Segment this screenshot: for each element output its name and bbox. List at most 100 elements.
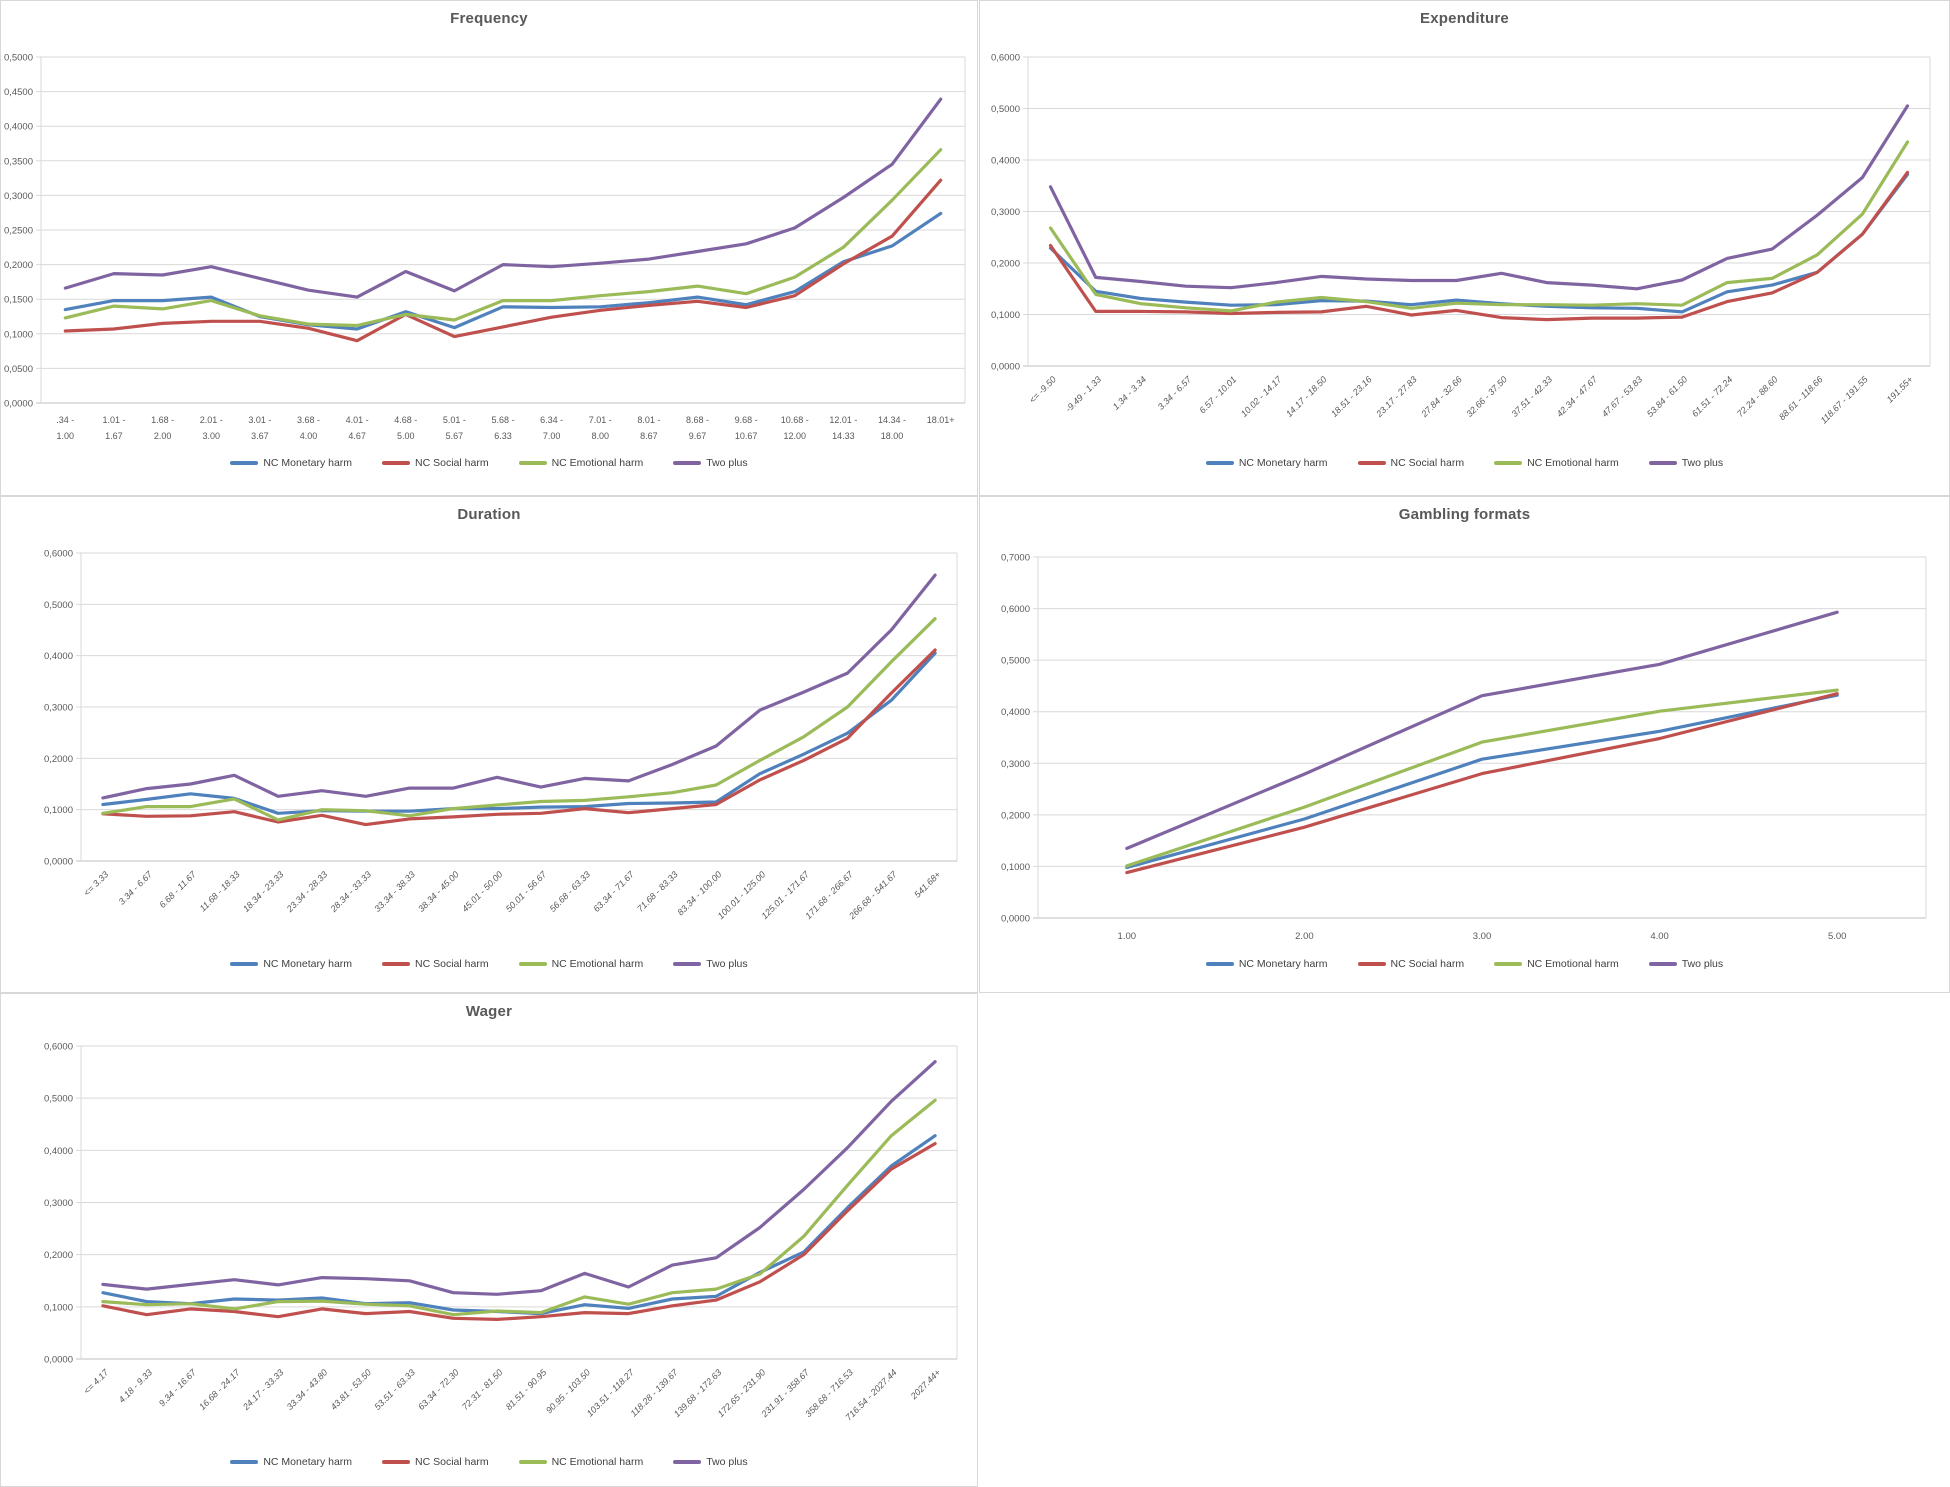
x-tick-label: 32.66 - 37.50 bbox=[1464, 374, 1509, 419]
x-axis-labels: .34 -1.00 1.01 -1.67 1.68 -2.00 2.01 -3.00 3… bbox=[56, 415, 954, 441]
legend-label: Two plus bbox=[1681, 457, 1724, 469]
y-tick-label: 0,1000 bbox=[991, 310, 1020, 321]
legend-line-icon bbox=[382, 962, 411, 966]
x-tick-label: 23.17 - 27.83 bbox=[1373, 374, 1418, 419]
x-tick-label: 4.00 bbox=[1650, 931, 1669, 942]
y-tick-label: 0,1000 bbox=[44, 1302, 73, 1313]
x-tick-label: <= 3.33 bbox=[82, 869, 111, 898]
legend-line-icon bbox=[230, 461, 259, 465]
y-tick-label: 0,5000 bbox=[44, 1094, 73, 1105]
legend-line-icon bbox=[518, 962, 547, 966]
legend-item-emotional: NC Emotional harm bbox=[518, 1456, 644, 1468]
y-tick-label: 0,6000 bbox=[44, 1042, 73, 1053]
legend-item-twoplus: Two plus bbox=[673, 958, 748, 970]
x-tick-label: 1.00 bbox=[1118, 931, 1137, 942]
series-line-social bbox=[101, 648, 937, 827]
y-tick-label: 0,3000 bbox=[44, 703, 73, 714]
series-lines bbox=[63, 97, 943, 343]
x-tick-label: 12.01 -14.33 bbox=[829, 415, 857, 441]
legend-line-icon bbox=[1357, 962, 1386, 966]
y-tick-label: 0,7000 bbox=[1001, 553, 1030, 564]
legend-line-icon bbox=[382, 1460, 411, 1464]
x-tick-label: 23.34 - 28.33 bbox=[284, 869, 329, 914]
gambling-formats-svg: 0,0000 0,1000 0,2000 0,3000 0,4000 0,5000 0,60… bbox=[1001, 553, 1927, 942]
legend-label: NC Social harm bbox=[415, 457, 489, 469]
y-tick-label: 0,0000 bbox=[44, 1355, 73, 1366]
series-line-social bbox=[63, 178, 943, 343]
y-gridlines bbox=[76, 1045, 958, 1360]
x-tick-label: 42.34 - 47.67 bbox=[1555, 374, 1600, 419]
x-tick-label: 3.00 bbox=[1473, 931, 1492, 942]
legend-line-icon bbox=[1648, 962, 1677, 966]
series-line-twoplus bbox=[1048, 104, 1910, 291]
legend-line-icon bbox=[518, 461, 547, 465]
series-line-twoplus bbox=[1125, 610, 1839, 850]
chart-title-wager: Wager bbox=[465, 1003, 513, 1020]
series-line-emotional bbox=[1125, 688, 1839, 868]
wager-svg: 0,0000 0,1000 0,2000 0,3000 0,4000 0,5000 0,60… bbox=[44, 1042, 958, 1423]
chart-title-expenditure: Expenditure bbox=[1420, 10, 1509, 27]
series-line-twoplus bbox=[101, 573, 937, 800]
x-tick-label: 33.34 - 43.80 bbox=[285, 1367, 330, 1412]
legend-line-icon bbox=[1357, 461, 1386, 465]
chart-panel-duration: 0,0000 0,1000 0,2000 0,3000 0,4000 0,5000 0,60… bbox=[0, 496, 978, 993]
x-tick-label: 24.17 - 33.33 bbox=[240, 1367, 285, 1412]
series-line-social bbox=[101, 1142, 937, 1321]
chart-panel-frequency: 0,0000 0,0500 0,1000 0,1500 0,2000 0,2500 0,30… bbox=[0, 0, 978, 496]
y-tick-label: 0,4500 bbox=[4, 87, 33, 98]
expenditure-plot: 0,0000 0,1000 0,2000 0,3000 0,4000 0,5000 0,60… bbox=[980, 1, 1949, 495]
chart-title-frequency: Frequency bbox=[450, 10, 528, 27]
y-axis-labels: 0,0000 0,1000 0,2000 0,3000 0,4000 0,5000 0,60… bbox=[44, 1042, 73, 1366]
x-tick-label: 28.34 - 33.33 bbox=[328, 869, 373, 914]
x-tick-label: 45.01 - 50.00 bbox=[460, 869, 505, 914]
duration-legend: NC Monetary harm NC Social harm NC Emotion… bbox=[1, 958, 977, 970]
x-tick-label: 6.34 -7.00 bbox=[540, 415, 563, 441]
x-axis-labels: <= 4.17 4.18 - 9.33 9.34 - 16.67 16.68 - 24… bbox=[82, 1367, 943, 1423]
x-tick-label: 118.67 - 191.55 bbox=[1819, 374, 1871, 426]
y-tick-label: 0,0000 bbox=[4, 399, 33, 410]
duration-svg: 0,0000 0,1000 0,2000 0,3000 0,4000 0,5000 0,60… bbox=[44, 549, 958, 922]
legend-label: NC Monetary harm bbox=[1238, 457, 1328, 469]
x-tick-label: 72.31 - 81.50 bbox=[460, 1367, 505, 1412]
legend-line-icon bbox=[382, 461, 411, 465]
chart-panel-gambling-formats: 0,0000 0,1000 0,2000 0,3000 0,4000 0,5000 0,60… bbox=[979, 496, 1950, 993]
series-line-emotional bbox=[63, 148, 943, 328]
y-tick-label: 0,1500 bbox=[4, 295, 33, 306]
legend-item-monetary: NC Monetary harm bbox=[230, 457, 352, 469]
x-tick-label: 88.61 - 118.66 bbox=[1777, 374, 1825, 422]
series-line-twoplus bbox=[63, 97, 943, 299]
y-tick-label: 0,4000 bbox=[4, 122, 33, 133]
x-tick-label: 18.34 - 23.33 bbox=[241, 869, 286, 914]
x-tick-label: 18.51 - 23.16 bbox=[1329, 374, 1374, 419]
frequency-legend: NC Monetary harm NC Social harm NC Emotion… bbox=[1, 457, 977, 469]
y-tick-label: 0,2000 bbox=[44, 754, 73, 765]
x-tick-label: 8.68 -9.67 bbox=[686, 415, 709, 441]
y-tick-label: 0,0000 bbox=[1001, 914, 1030, 925]
series-lines bbox=[101, 573, 937, 827]
y-tick-label: 0,2000 bbox=[991, 259, 1020, 270]
y-tick-label: 0,0000 bbox=[44, 857, 73, 868]
legend-item-social: NC Social harm bbox=[382, 457, 489, 469]
legend-item-emotional: NC Emotional harm bbox=[518, 457, 643, 469]
duration-plot: 0,0000 0,1000 0,2000 0,3000 0,4000 0,5000 0,60… bbox=[1, 497, 977, 992]
x-tick-label: 541.68+ bbox=[912, 869, 942, 899]
legend-item-monetary: NC Monetary harm bbox=[230, 1456, 352, 1468]
expenditure-legend: NC Monetary harm NC Social harm NC Emotion… bbox=[980, 457, 1949, 469]
y-gridlines bbox=[1033, 556, 1927, 919]
y-tick-label: 0,3000 bbox=[44, 1198, 73, 1209]
y-tick-label: 0,6000 bbox=[991, 53, 1020, 64]
x-tick-label: 4.68 -5.00 bbox=[394, 415, 417, 441]
x-tick-label: 3.34 - 6.57 bbox=[1156, 374, 1194, 412]
y-tick-label: 0,2000 bbox=[4, 260, 33, 271]
x-tick-label: 71.68 - 83.33 bbox=[635, 869, 680, 914]
x-tick-label: 6.68 - 11.67 bbox=[157, 869, 198, 910]
legend-item-twoplus: Two plus bbox=[673, 1456, 748, 1468]
legend-line-icon bbox=[673, 461, 702, 465]
x-tick-label: 47.67 - 53.83 bbox=[1600, 374, 1645, 419]
chart-title-gambling-formats: Gambling formats bbox=[1398, 506, 1531, 523]
series-lines bbox=[1048, 104, 1910, 322]
x-tick-label: 81.51 - 90.95 bbox=[504, 1367, 549, 1412]
gambling-formats-plot: 0,0000 0,1000 0,2000 0,3000 0,4000 0,5000 0,60… bbox=[980, 497, 1949, 992]
legend-label: NC Emotional harm bbox=[551, 1456, 644, 1468]
